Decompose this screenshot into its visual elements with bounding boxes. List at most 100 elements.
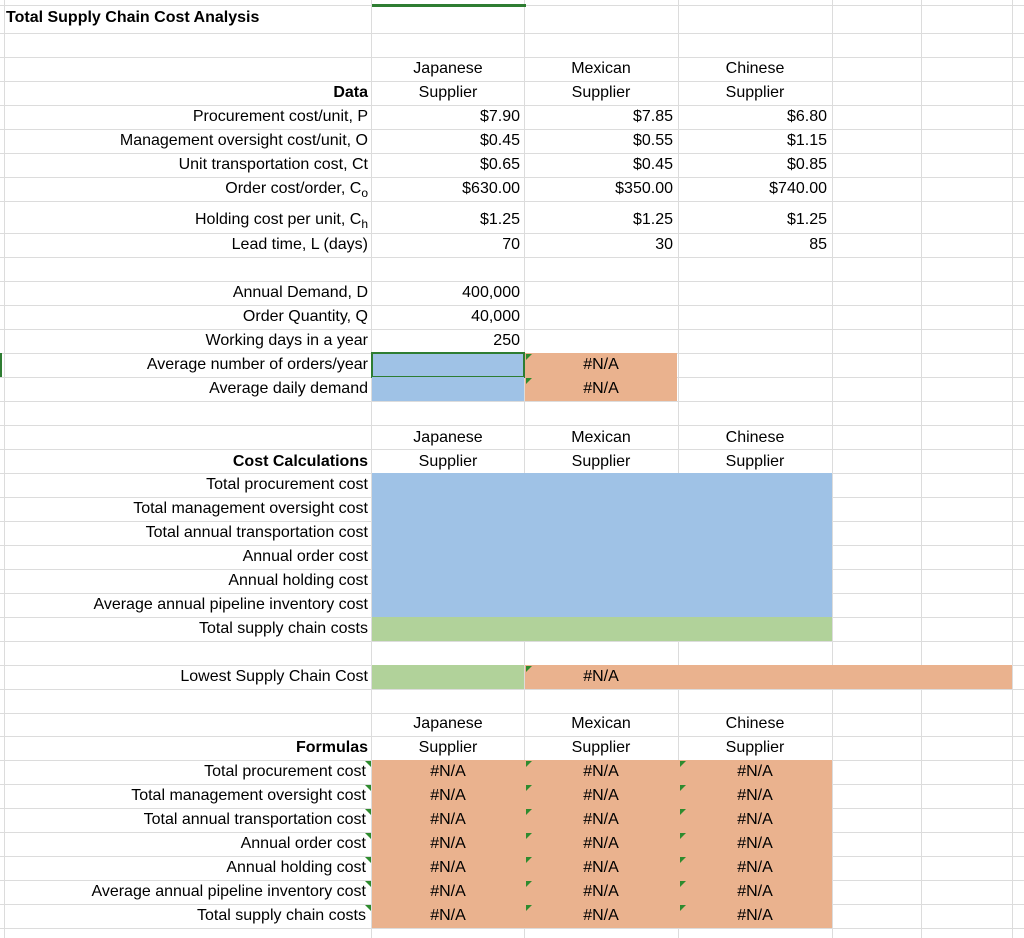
error-marker-icon	[680, 833, 686, 839]
data-value-cell[interactable]: $1.25	[632, 211, 673, 228]
cost-section-label: Cost Calculations	[232, 453, 368, 470]
error-marker-icon	[365, 833, 371, 839]
error-marker-icon	[365, 785, 371, 791]
formula-value-cell[interactable]: #N/A	[430, 763, 466, 780]
cost-header-0-0: Japanese	[413, 429, 483, 446]
daily-demand-input[interactable]	[372, 377, 524, 401]
formula-value-cell[interactable]: #N/A	[737, 811, 773, 828]
formula-value-cell[interactable]: #N/A	[583, 907, 619, 924]
error-marker-icon	[680, 785, 686, 791]
demand-row-label: Average number of orders/year	[146, 356, 368, 373]
demand-error-cells[interactable]	[525, 353, 677, 401]
formula-value-cell[interactable]: #N/A	[583, 811, 619, 828]
error-marker-icon	[365, 857, 371, 863]
formula-value-cell[interactable]: #N/A	[583, 763, 619, 780]
cost-row-label: Total management oversight cost	[133, 500, 368, 517]
formula-value-cell[interactable]: #N/A	[583, 859, 619, 876]
data-value-cell[interactable]: $350.00	[615, 180, 673, 197]
formula-value-cell[interactable]: #N/A	[430, 835, 466, 852]
formula-value-cell[interactable]: #N/A	[737, 787, 773, 804]
error-marker-icon	[526, 354, 532, 360]
error-marker-icon	[680, 905, 686, 911]
formula-value-cell[interactable]: #N/A	[737, 907, 773, 924]
formula-value-cell[interactable]: #N/A	[737, 859, 773, 876]
formula-value-cell[interactable]: #N/A	[583, 787, 619, 804]
demand-value-cell[interactable]: 250	[493, 332, 520, 349]
data-value-cell[interactable]: 70	[502, 236, 520, 253]
data-header-1-1: Supplier	[571, 84, 631, 101]
error-marker-icon	[680, 761, 686, 767]
data-value-cell[interactable]: 85	[809, 236, 827, 253]
formula-value-cell[interactable]: #N/A	[430, 907, 466, 924]
formula-row-label: Total annual transportation cost	[143, 811, 366, 828]
lowest-cost-label: Lowest Supply Chain Cost	[180, 668, 368, 685]
formula-row-label: Total procurement cost	[204, 763, 366, 780]
formula-header-0-0: Japanese	[413, 715, 483, 732]
error-marker-icon	[526, 833, 532, 839]
data-value-cell[interactable]: $1.25	[479, 211, 520, 228]
error-marker-icon	[526, 761, 532, 767]
formula-value-cell[interactable]: #N/A	[430, 811, 466, 828]
data-value-cell[interactable]: $0.55	[632, 132, 673, 149]
formula-value-cell[interactable]: #N/A	[737, 883, 773, 900]
data-value-cell[interactable]: $0.85	[786, 156, 827, 173]
data-header-2-1: Supplier	[725, 84, 785, 101]
data-value-cell[interactable]: $6.80	[786, 108, 827, 125]
cost-row-label: Total procurement cost	[206, 476, 368, 493]
formula-header-2-1: Supplier	[725, 739, 785, 756]
formula-row-label: Annual holding cost	[226, 859, 366, 876]
error-marker-icon	[365, 809, 371, 815]
error-marker-icon	[365, 881, 371, 887]
data-value-cell[interactable]: $1.25	[786, 211, 827, 228]
cost-input-block[interactable]	[372, 473, 832, 617]
cost-row-label: Annual order cost	[242, 548, 368, 565]
error-marker-icon	[365, 761, 371, 767]
formula-header-1-0: Mexican	[571, 715, 631, 732]
lowest-cost-error-cell[interactable]	[525, 665, 1012, 689]
cost-header-0-1: Supplier	[418, 453, 478, 470]
total-costs-row-fill[interactable]	[372, 617, 832, 641]
formula-value-cell[interactable]: #N/A	[737, 763, 773, 780]
formula-header-2-0: Chinese	[725, 715, 785, 732]
data-header-1-0: Mexican	[571, 60, 631, 77]
error-marker-icon	[680, 857, 686, 863]
data-row-label: Management oversight cost/unit, O	[119, 132, 368, 149]
data-value-cell[interactable]: $0.45	[632, 156, 673, 173]
error-marker-icon	[526, 809, 532, 815]
data-value-cell[interactable]: $0.65	[479, 156, 520, 173]
formulas-error-block[interactable]	[372, 760, 832, 928]
data-value-cell[interactable]: 30	[655, 236, 673, 253]
formula-value-cell[interactable]: #N/A	[430, 883, 466, 900]
daily-demand-na: #N/A	[583, 380, 619, 397]
demand-value-cell[interactable]: 400,000	[462, 284, 520, 301]
formulas-section-label: Formulas	[295, 739, 368, 756]
formula-value-cell[interactable]: #N/A	[430, 787, 466, 804]
formula-value-cell[interactable]: #N/A	[583, 835, 619, 852]
error-marker-icon	[526, 666, 532, 672]
data-value-cell[interactable]: $7.90	[479, 108, 520, 125]
formula-value-cell[interactable]: #N/A	[737, 835, 773, 852]
formula-value-cell[interactable]: #N/A	[583, 883, 619, 900]
data-row-label: Order cost/order, Co	[225, 180, 368, 201]
error-marker-icon	[526, 857, 532, 863]
orders-per-year-na: #N/A	[583, 356, 619, 373]
active-column-marker	[372, 4, 526, 7]
error-marker-icon	[526, 378, 532, 384]
data-row-label: Procurement cost/unit, P	[192, 108, 368, 125]
data-header-2-0: Chinese	[725, 60, 785, 77]
data-value-cell[interactable]: $7.85	[632, 108, 673, 125]
error-marker-icon	[365, 905, 371, 911]
data-value-cell[interactable]: $0.45	[479, 132, 520, 149]
cost-header-1-1: Supplier	[571, 453, 631, 470]
row-selection-marker	[0, 353, 2, 377]
lowest-cost-input[interactable]	[372, 665, 524, 689]
data-value-cell[interactable]: $1.15	[786, 132, 827, 149]
data-value-cell[interactable]: $630.00	[462, 180, 520, 197]
formula-value-cell[interactable]: #N/A	[430, 859, 466, 876]
demand-value-cell[interactable]: 40,000	[471, 308, 520, 325]
cost-header-2-1: Supplier	[725, 453, 785, 470]
formula-row-label: Total management oversight cost	[131, 787, 366, 804]
data-value-cell[interactable]: $740.00	[769, 180, 827, 197]
orders-per-year-input[interactable]	[371, 352, 525, 378]
data-section-label: Data	[333, 84, 368, 101]
